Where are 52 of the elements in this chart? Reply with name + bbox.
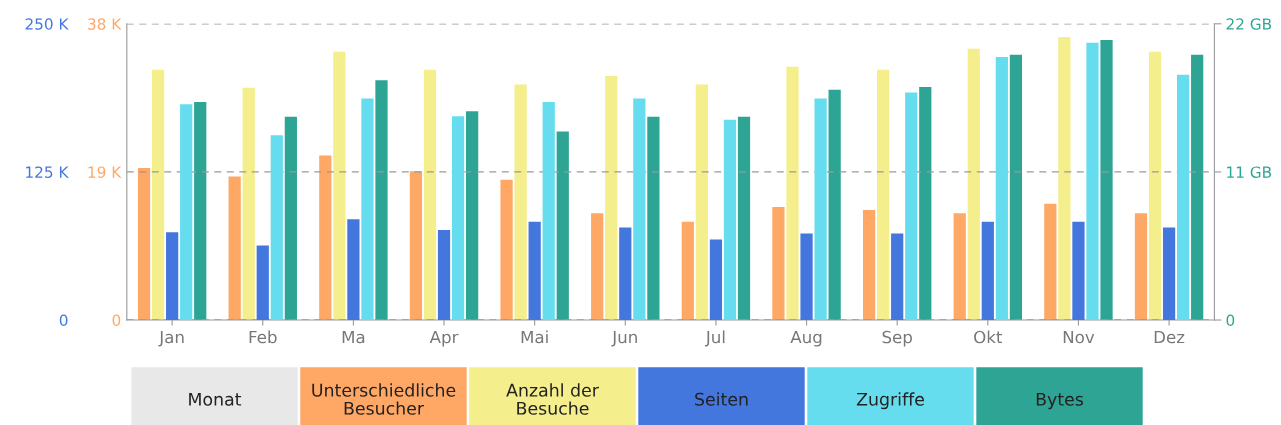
bar: [137, 168, 151, 321]
text: Anzahl der Besuche: [506, 383, 599, 415]
bar: [228, 176, 241, 321]
y3-tick-label: 22 GB: [1226, 18, 1272, 30]
bar: [862, 210, 876, 321]
bar: [333, 51, 346, 321]
x-tick-label: Ma: [342, 330, 365, 344]
bar: [967, 48, 980, 321]
x-tick-label: Jun: [611, 330, 637, 347]
bar: [591, 213, 604, 321]
y-tick-label: 0: [59, 314, 68, 327]
bar: [877, 69, 890, 321]
bar: [514, 84, 527, 321]
legend-title: Monat: [189, 392, 242, 406]
bar: [256, 245, 269, 321]
x-tick-label: Aug: [790, 330, 822, 347]
y2-tick-label: 0: [112, 314, 121, 327]
x-tick-label: Jan: [158, 330, 184, 347]
y2-tick-label: 38 K: [88, 18, 122, 30]
bar: [1058, 37, 1071, 321]
y-tick-label: 125 K: [26, 166, 69, 178]
y3-tick-label: 0: [1226, 314, 1235, 327]
text: Zugriffe: [856, 392, 924, 410]
bar: [786, 66, 799, 321]
x-tick-label: Okt: [974, 330, 1003, 344]
text: Unterschiedliche Besucher: [312, 383, 456, 415]
x-tick-label: Apr: [429, 330, 459, 347]
bar: [151, 69, 165, 321]
bar: [681, 221, 694, 321]
x-tick-label: Nov: [1063, 330, 1095, 344]
text: Seiten: [695, 392, 748, 406]
bar: [319, 155, 332, 321]
bar: [500, 179, 513, 321]
bar: [772, 206, 785, 321]
y3-tick-label: 11 GB: [1227, 166, 1272, 178]
x-tick-label: Jul: [705, 330, 725, 347]
bar: [423, 69, 437, 321]
bar: [1134, 213, 1148, 321]
bar: [242, 87, 255, 321]
x-tick-label: Sep: [882, 330, 912, 347]
text: Bytes: [1036, 392, 1084, 410]
x-tick-label: Mai: [521, 330, 548, 344]
bar: [409, 171, 423, 321]
bar: [1044, 203, 1057, 321]
bar: [1148, 51, 1162, 321]
bar: [605, 76, 618, 321]
bar: [695, 84, 708, 321]
bar: [953, 213, 966, 321]
x-tick-label: Feb: [249, 330, 277, 344]
x-tick-label: Dez: [1154, 330, 1185, 344]
y-tick-label: 250 K: [25, 18, 69, 30]
y2-tick-label: 19 K: [88, 166, 122, 178]
